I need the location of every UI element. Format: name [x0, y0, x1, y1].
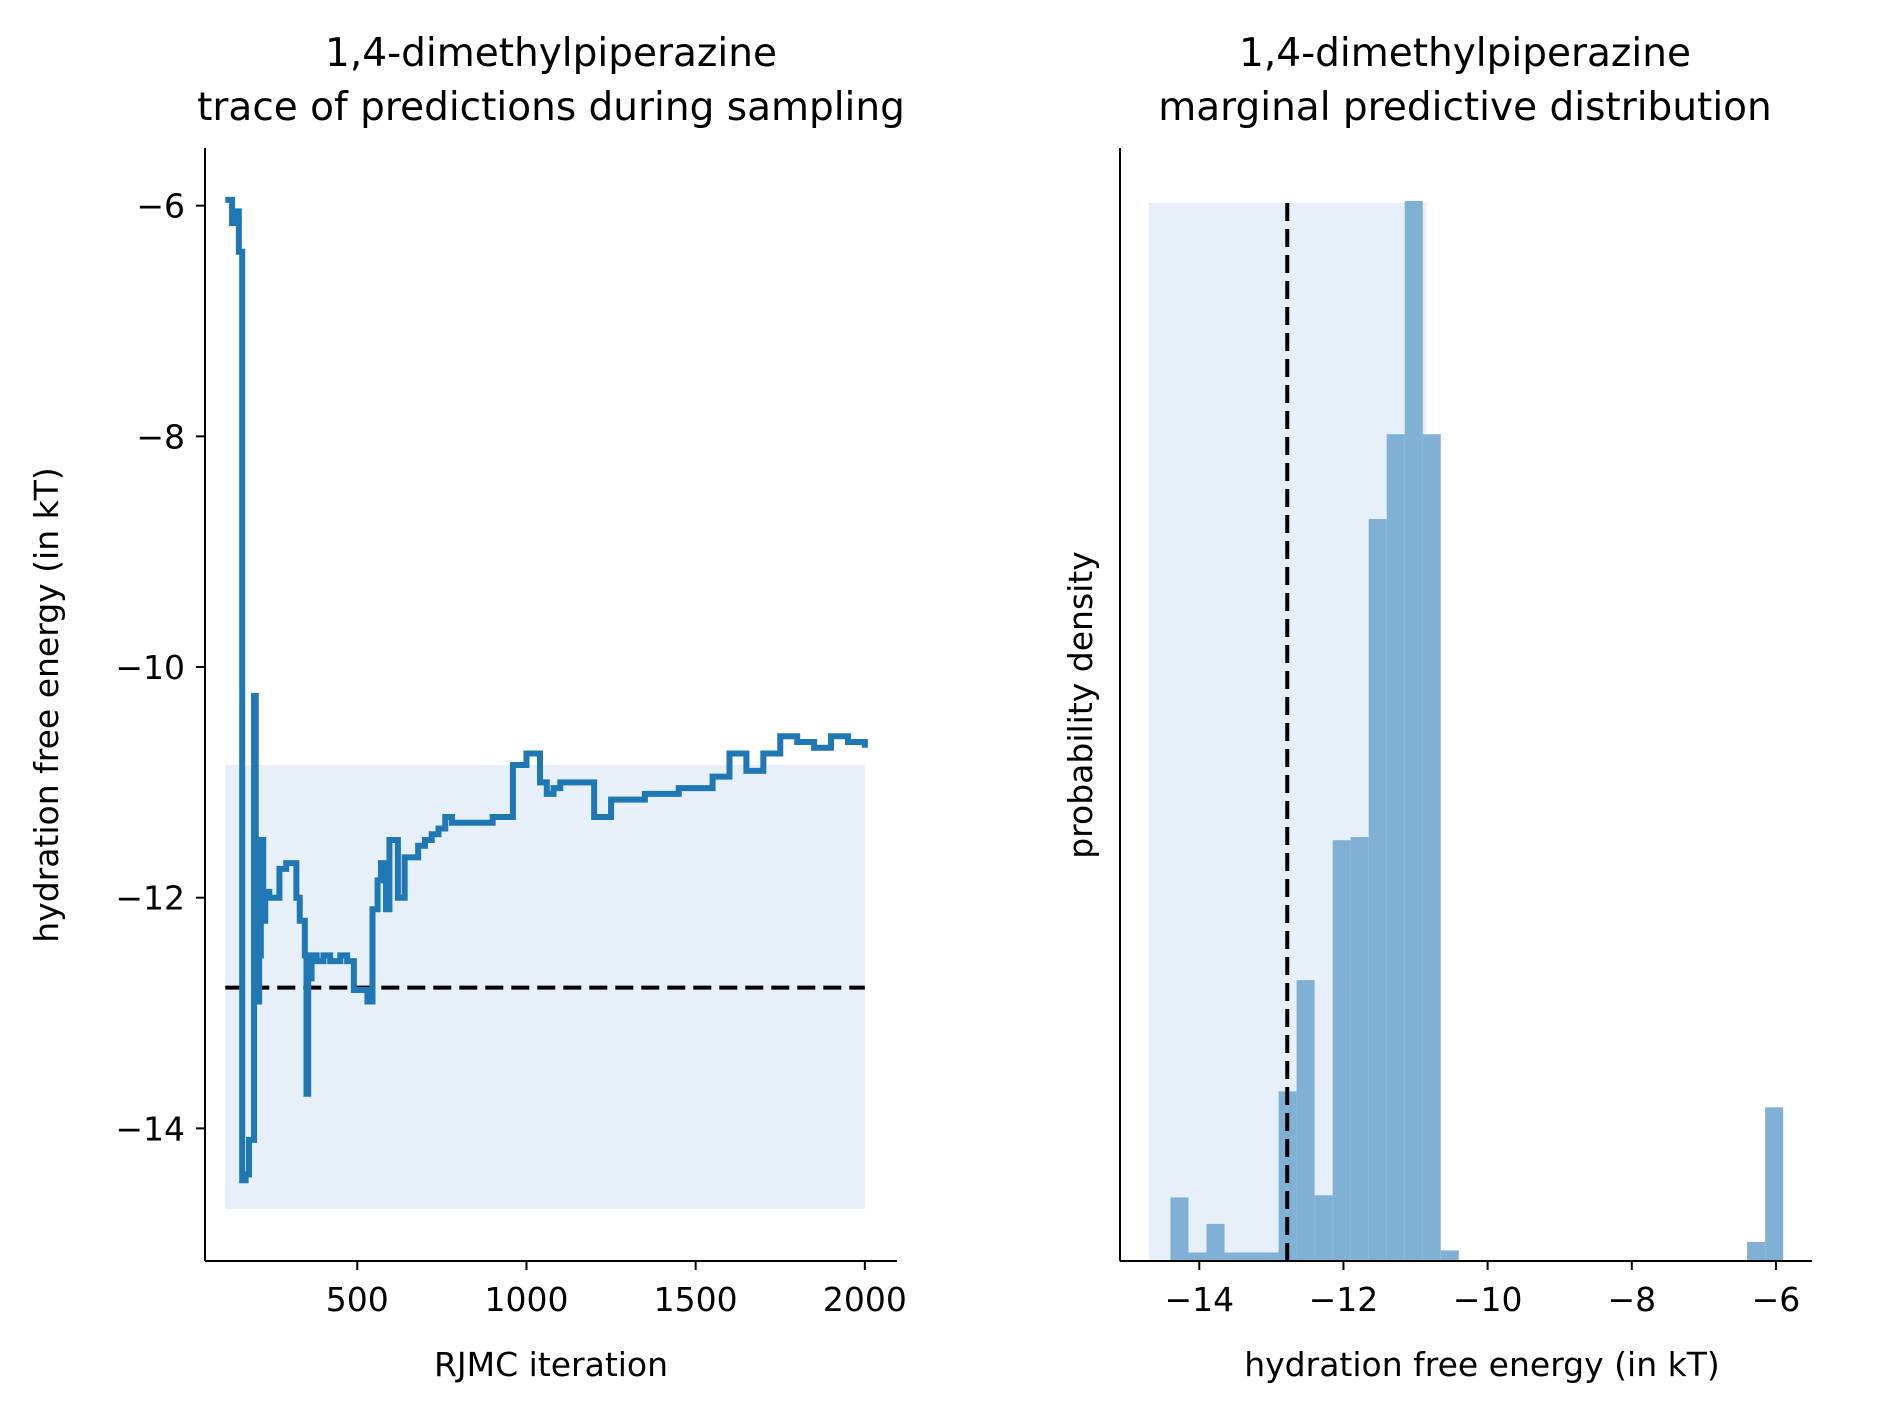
right-title-line-1: 1,4-dimethylpiperazine	[1239, 31, 1691, 76]
histogram-bar	[1170, 1197, 1189, 1261]
left-x-tick-label: 500	[326, 1280, 389, 1319]
left-y-tick-label: −10	[115, 648, 185, 687]
histogram-bar	[1224, 1252, 1243, 1261]
histogram-bar	[1386, 434, 1405, 1261]
right-x-axis-label: hydration free energy (in kT)	[1244, 1345, 1720, 1384]
histogram-bar	[1368, 519, 1387, 1261]
histogram-bar	[1422, 434, 1441, 1261]
left-y-tick-label: −8	[136, 417, 185, 456]
left-x-tick-label: 2000	[823, 1280, 907, 1319]
left-title-line-1: 1,4-dimethylpiperazine	[325, 31, 777, 76]
right-title-line-2: marginal predictive distribution	[1158, 85, 1772, 130]
left-y-ticks: −6 −8 −10 −12 −14	[115, 187, 205, 1148]
histogram-bar	[1188, 1252, 1207, 1261]
right-x-tick-label: −6	[1752, 1280, 1801, 1319]
right-x-tick-label: −8	[1607, 1280, 1656, 1319]
left-y-tick-label: −12	[115, 879, 185, 918]
histogram-bar	[1765, 1107, 1784, 1261]
left-series-layer	[225, 196, 868, 1184]
right-x-tick-label: −10	[1453, 1280, 1523, 1319]
histogram-bar	[1440, 1250, 1459, 1261]
right-x-tick-label: −12	[1309, 1280, 1379, 1319]
histogram-bar	[1747, 1241, 1766, 1261]
right-panel: 1,4-dimethylpiperazine marginal predicti…	[1061, 31, 1812, 1384]
histogram-bar	[1404, 201, 1423, 1261]
left-title-line-2: trace of predictions during sampling	[197, 85, 905, 130]
histogram-bar	[1350, 837, 1369, 1261]
right-x-tick-label: −14	[1164, 1280, 1234, 1319]
left-y-tick-label: −6	[136, 187, 185, 226]
histogram-bar	[1314, 1195, 1333, 1261]
left-x-tick-label: 1000	[484, 1280, 568, 1319]
left-x-axis-label: RJMC iteration	[434, 1345, 668, 1384]
right-x-ticks: −14 −12 −10 −8 −6	[1164, 1261, 1800, 1319]
left-x-ticks: 500 1000 1500 2000	[326, 1261, 907, 1319]
right-bars-layer	[1170, 201, 1784, 1261]
trace-line	[225, 196, 868, 1184]
histogram-bar	[1260, 1252, 1279, 1261]
left-y-axis-label: hydration free energy (in kT)	[27, 467, 66, 943]
right-y-axis-label: probability density	[1061, 551, 1100, 859]
histogram-bar	[1206, 1223, 1225, 1261]
histogram-bar	[1332, 840, 1351, 1261]
histogram-bar	[1296, 980, 1315, 1261]
left-panel: 1,4-dimethylpiperazine trace of predicti…	[27, 31, 907, 1384]
left-x-tick-label: 1500	[654, 1280, 738, 1319]
histogram-bar	[1242, 1252, 1261, 1261]
left-y-tick-label: −14	[115, 1109, 185, 1148]
